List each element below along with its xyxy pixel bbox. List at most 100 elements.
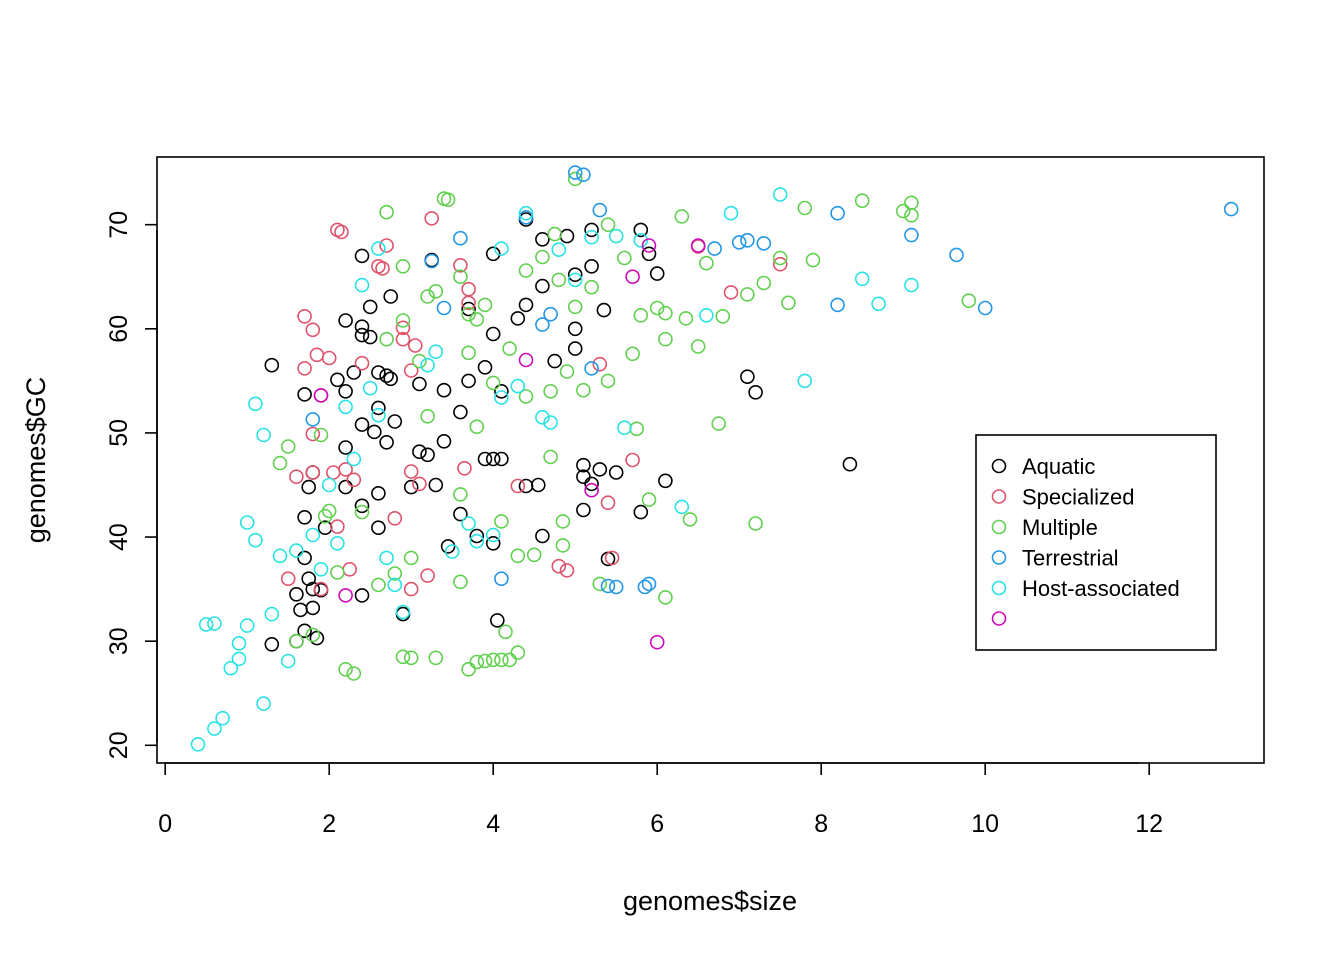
data-point: [641, 238, 657, 253]
data-point: [576, 382, 591, 398]
data-point: [403, 581, 419, 597]
data-point: [387, 577, 403, 593]
data-point: [740, 287, 755, 302]
data-point: [313, 388, 329, 403]
data-point: [494, 451, 509, 467]
legend-label: Terrestrial: [1022, 546, 1119, 571]
data-point: [510, 548, 526, 564]
data-point: [895, 203, 911, 219]
data-point: [559, 364, 575, 379]
data-point: [567, 341, 583, 356]
data-point: [424, 253, 440, 269]
data-point: [699, 307, 714, 323]
data-point: [567, 321, 583, 337]
data-point: [1223, 201, 1239, 217]
x-tick-label: 4: [486, 810, 500, 838]
data-point: [330, 535, 345, 551]
data-point: [600, 578, 616, 594]
data-point: [592, 576, 608, 592]
data-point: [641, 576, 657, 592]
data-point: [354, 504, 370, 520]
data-point: [272, 548, 288, 564]
data-point: [555, 538, 571, 553]
data-point: [485, 535, 501, 551]
data-point: [346, 451, 362, 467]
data-point: [608, 465, 624, 480]
data-point: [330, 565, 345, 580]
series-aquatic: [264, 212, 858, 652]
y-axis: 20 30 40 50 60 70: [105, 211, 158, 759]
data-point: [608, 579, 624, 595]
data-point: [625, 269, 640, 285]
data-point: [637, 579, 653, 595]
data-point: [383, 371, 399, 387]
data-point: [518, 352, 534, 368]
data-point: [412, 476, 427, 492]
data-point: [313, 561, 329, 577]
data-point: [338, 588, 353, 603]
x-tick-label: 10: [971, 810, 999, 838]
data-point: [354, 355, 370, 371]
data-point: [362, 329, 378, 345]
data-point: [321, 477, 337, 493]
data-point: [608, 228, 624, 244]
data-point: [485, 375, 501, 391]
data-point: [297, 509, 312, 525]
data-point: [379, 368, 394, 384]
data-point: [772, 256, 788, 272]
legend-box: [975, 434, 1217, 651]
data-point: [289, 543, 304, 558]
series-multiple: [272, 171, 977, 681]
data-point: [854, 193, 870, 208]
data-point: [469, 528, 485, 544]
data-point: [379, 204, 394, 220]
data-point: [297, 387, 312, 402]
data-point: [502, 341, 517, 356]
data-point: [842, 456, 858, 472]
data-point: [453, 487, 468, 502]
data-point: [485, 326, 501, 342]
data-point: [346, 472, 362, 488]
data-point: [567, 165, 583, 180]
data-point: [428, 344, 444, 360]
data-point: [366, 424, 382, 440]
data-point: [387, 510, 403, 526]
data-point: [477, 653, 493, 669]
data-point: [485, 527, 501, 543]
data-point: [371, 520, 386, 536]
data-point: [395, 320, 411, 336]
data-point: [477, 297, 493, 313]
series-unlabeled: [313, 238, 706, 650]
data-point: [658, 590, 673, 605]
data-point: [305, 600, 321, 616]
data-point: [584, 476, 599, 492]
data-point: [805, 252, 821, 268]
data-point: [535, 278, 550, 294]
data-point: [461, 295, 476, 311]
data-point: [592, 202, 608, 218]
data-point: [584, 222, 599, 238]
legend-marker: [991, 489, 1007, 504]
data-point: [584, 229, 599, 245]
data-point: [596, 302, 612, 318]
data-point: [280, 571, 296, 587]
data-point: [338, 313, 353, 328]
data-point: [707, 241, 722, 256]
data-point: [961, 293, 977, 309]
data-point: [543, 306, 558, 322]
data-point: [264, 636, 280, 652]
data-point: [338, 399, 353, 415]
data-point: [297, 308, 312, 324]
data-point: [362, 299, 378, 315]
data-point: [617, 420, 632, 436]
data-point: [407, 338, 423, 353]
data-point: [477, 359, 493, 375]
data-point: [633, 222, 649, 238]
data-point: [904, 208, 919, 223]
data-point: [518, 389, 534, 404]
legend: Aquatic Specialized Multiple Terrestrial Hos…: [975, 434, 1217, 651]
data-point: [420, 408, 435, 424]
data-point: [633, 504, 649, 520]
data-point: [338, 661, 353, 677]
